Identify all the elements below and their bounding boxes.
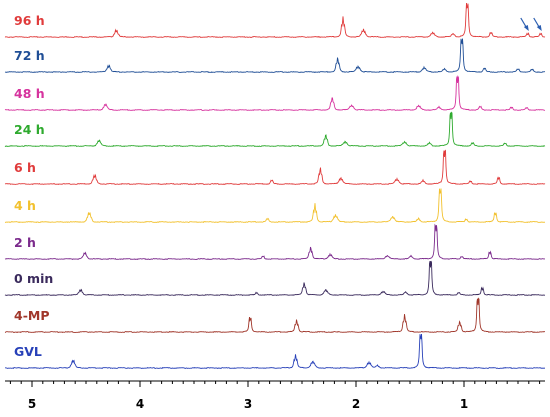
- trace-label-gvl: GVL: [14, 344, 42, 359]
- annotation-arrows: [520, 17, 542, 31]
- x-tick-label: 5: [28, 397, 36, 411]
- trace-label-72-h: 72 h: [14, 48, 45, 63]
- spectrum-trace-2-h: [4, 223, 545, 261]
- trace-label-4-h: 4 h: [14, 198, 36, 213]
- trace-label-6-h: 6 h: [14, 160, 36, 175]
- spectrum-trace-4-mp: [4, 297, 545, 334]
- spectrum-trace-96-h: [4, 2, 546, 39]
- annotation-arrow: [533, 17, 542, 31]
- x-tick-label: 1: [460, 397, 468, 411]
- trace-label-2-h: 2 h: [14, 235, 36, 250]
- trace-label-4-mp: 4-MP: [14, 308, 50, 323]
- trace-label-0-min: 0 min: [14, 271, 53, 286]
- spectrum-trace-gvl: [5, 333, 545, 370]
- trace-label-24-h: 24 h: [14, 122, 45, 137]
- trace-labels: 96 h 72 h 48 h 24 h 6 h 4 h 2 h 0 min 4-MP GVL: [14, 13, 53, 359]
- spectrum-trace-72-h: [4, 38, 546, 73]
- spectrum-trace-24-h: [4, 111, 546, 148]
- x-tick-label: 3: [244, 397, 252, 411]
- x-tick-label: 4: [136, 397, 144, 411]
- spectrum-traces: [4, 2, 546, 370]
- trace-label-96-h: 96 h: [14, 13, 45, 28]
- spectrum-trace-0-min: [4, 260, 546, 296]
- spectrum-trace-4-h: [4, 188, 546, 224]
- spectrum-trace-48-h: [4, 74, 546, 112]
- spectrum-trace-6-h: [4, 149, 546, 185]
- x-axis: 5 4 3 2 1: [5, 380, 545, 411]
- annotation-arrow: [520, 17, 529, 31]
- x-tick-label: 2: [352, 397, 360, 411]
- trace-label-48-h: 48 h: [14, 86, 45, 101]
